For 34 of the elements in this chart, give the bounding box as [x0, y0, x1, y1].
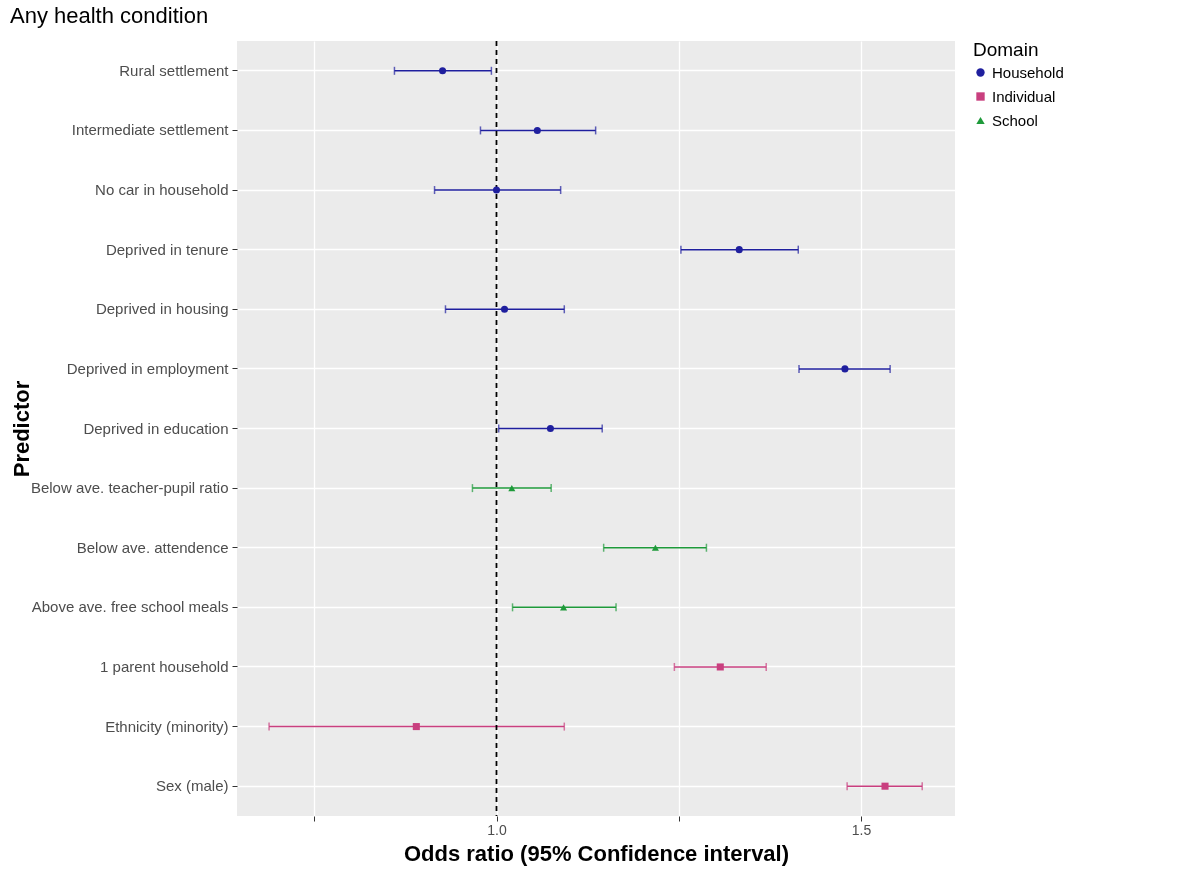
- point: [508, 485, 516, 492]
- y-tick-label: Ethnicity (minority): [105, 717, 229, 735]
- legend-label: School: [992, 111, 1038, 129]
- point: [439, 67, 447, 75]
- point: [716, 663, 724, 671]
- point: [500, 305, 509, 313]
- y-axis-title: Predictor: [8, 380, 34, 478]
- y-tick-label: No car in household: [95, 181, 229, 199]
- legend-label: Individual: [992, 87, 1056, 105]
- y-tick-label: Above ave. free school meals: [31, 598, 229, 616]
- y-tick-label: Deprived in housing: [95, 300, 229, 318]
- y-tick-label: Sex (male): [155, 777, 229, 795]
- y-tick-label: 1 parent household: [100, 657, 229, 675]
- point: [881, 782, 889, 790]
- y-tick-label: Below ave. attendence: [76, 538, 229, 556]
- x-axis-title: Odds ratio (95% Confidence interval): [403, 840, 790, 866]
- y-tick-label: Deprived in employment: [66, 359, 230, 377]
- point: [412, 723, 420, 731]
- x-tick-label: 1.0: [487, 821, 507, 838]
- point: [735, 246, 743, 254]
- y-tick-label: Deprived in tenure: [105, 240, 229, 258]
- point: [651, 544, 659, 551]
- y-tick-label: Deprived in education: [83, 419, 229, 437]
- point: [546, 424, 554, 433]
- point: [492, 186, 501, 194]
- y-tick-label: Intermediate settlement: [71, 121, 230, 139]
- point: [841, 365, 849, 373]
- chart-title: Any health condition: [10, 3, 209, 29]
- point: [533, 126, 541, 134]
- x-tick-label: 1.5: [851, 821, 872, 838]
- legend-title: Domain: [973, 39, 1039, 60]
- y-tick-label: Rural settlement: [119, 61, 230, 79]
- y-tick-label: Below ave. teacher-pupil ratio: [30, 479, 229, 497]
- legend-label: Household: [992, 63, 1064, 81]
